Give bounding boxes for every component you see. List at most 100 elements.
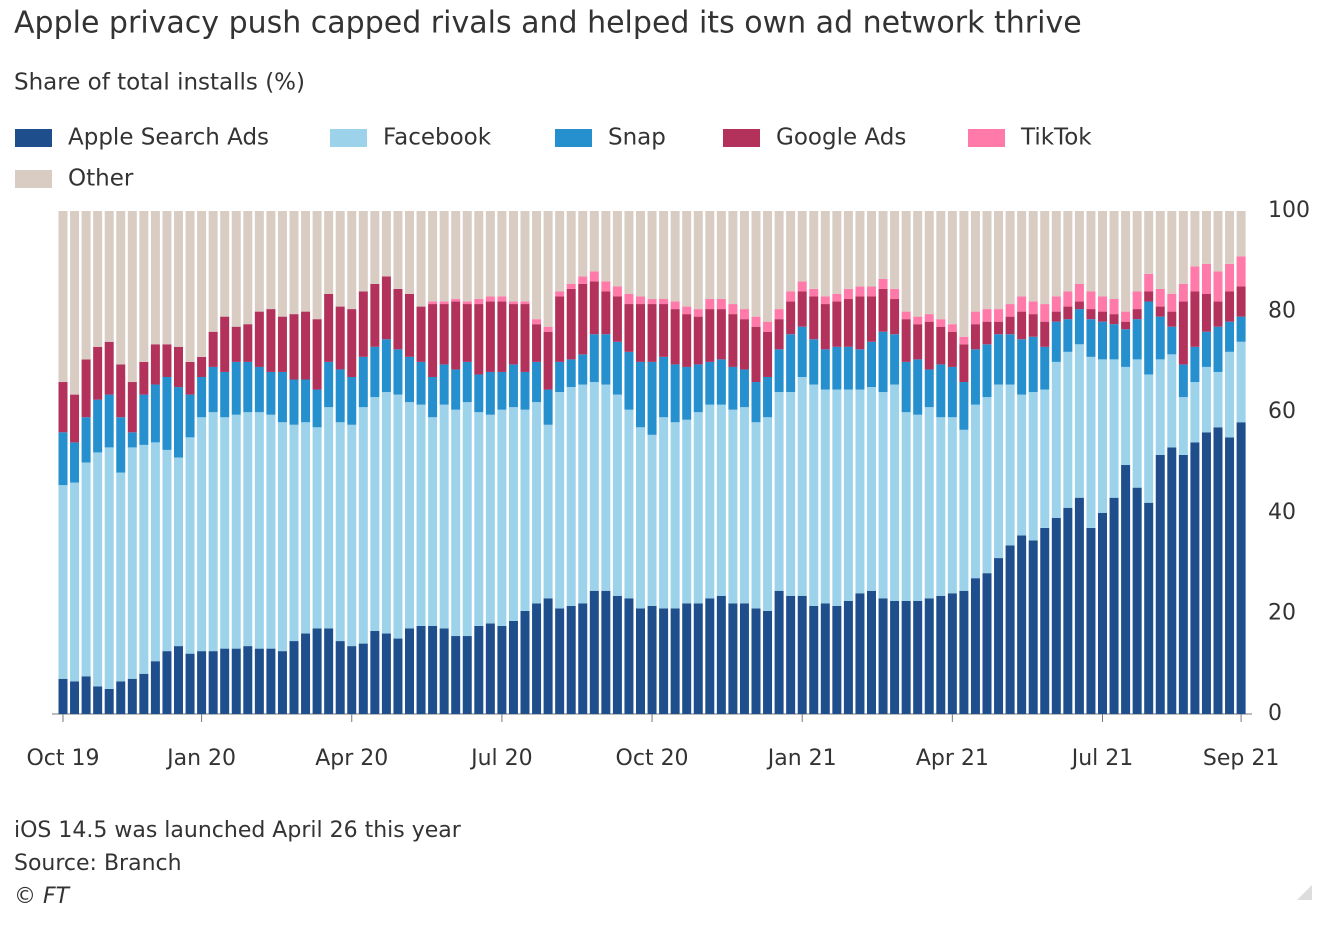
- corner-mark: [1297, 885, 1312, 900]
- bar-segment: [1132, 291, 1142, 310]
- bar-segment: [751, 326, 761, 383]
- bar-segment: [913, 324, 923, 360]
- bar-segment: [647, 299, 657, 305]
- bar-segment: [127, 678, 137, 714]
- bar-segment: [93, 346, 103, 400]
- bar-segment: [1005, 211, 1015, 305]
- bar-segment: [416, 211, 426, 307]
- bar-segment: [1086, 291, 1096, 310]
- bar-segment: [174, 387, 183, 458]
- bar-segment: [520, 371, 530, 410]
- bar-segment: [197, 211, 207, 357]
- x-tick-label: Oct 20: [616, 746, 689, 771]
- bar-segment: [416, 625, 426, 714]
- x-tick-label: Apr 21: [916, 746, 989, 771]
- bar-segment: [855, 349, 865, 390]
- bar-segment: [497, 211, 507, 297]
- bar-segment: [1155, 316, 1165, 360]
- legend-swatch: [15, 170, 52, 188]
- bar-segment: [982, 309, 992, 322]
- bar-segment: [231, 648, 241, 714]
- x-tick-label: Jan 21: [766, 746, 837, 771]
- bar-segment: [543, 598, 553, 714]
- x-tick-label: Jul 20: [469, 746, 533, 771]
- bar-segment: [208, 366, 218, 413]
- bar-segment: [763, 610, 773, 714]
- bar-segment: [416, 404, 426, 626]
- bar-segment: [566, 283, 576, 289]
- bar-segment: [705, 361, 715, 405]
- bar-segment: [277, 651, 287, 714]
- bar-segment: [439, 301, 449, 305]
- bar-segment: [1040, 211, 1050, 305]
- bar-segment: [659, 304, 669, 357]
- bar-segment: [393, 638, 403, 714]
- bar-segment: [104, 211, 114, 342]
- bar-segment: [994, 309, 1004, 322]
- bar-segment: [809, 605, 819, 714]
- bar-segment: [451, 301, 461, 370]
- bar-segment: [485, 371, 495, 415]
- bar-segment: [693, 309, 703, 317]
- bar-segment: [763, 331, 773, 377]
- bar-segment: [739, 211, 749, 310]
- bar-segment: [716, 404, 726, 596]
- bar-segment: [878, 278, 888, 289]
- bar-segment: [982, 321, 992, 345]
- bar-segment: [1225, 291, 1235, 322]
- bar-segment: [508, 364, 518, 408]
- bar-segment: [508, 304, 518, 365]
- bar-segment: [578, 283, 588, 355]
- bar-segment: [589, 211, 599, 272]
- bar-segment: [624, 598, 634, 714]
- bar-segment: [693, 316, 703, 365]
- bar-segment: [150, 211, 160, 345]
- bar-segment: [301, 311, 311, 380]
- bar-segment: [763, 321, 773, 332]
- bar-segment: [243, 646, 253, 714]
- bar-segment: [612, 595, 622, 714]
- bar-segment: [174, 211, 183, 347]
- bar-segment: [220, 417, 230, 649]
- bar-segment: [162, 344, 172, 377]
- bar-segment: [347, 309, 357, 377]
- bar-segment: [670, 211, 680, 302]
- bar-segment: [647, 211, 657, 300]
- bar-segment: [994, 211, 1004, 310]
- bar-segment: [924, 598, 934, 714]
- bar-segment: [462, 211, 472, 302]
- bar-segment: [393, 394, 403, 639]
- bar-segment: [936, 364, 946, 418]
- bar-segment: [890, 600, 900, 714]
- bar-segment: [959, 382, 969, 430]
- bar-segment: [843, 346, 853, 390]
- bar-segment: [947, 211, 957, 325]
- bar-segment: [763, 376, 773, 418]
- bar-segment: [682, 314, 692, 367]
- bar-segment: [728, 304, 738, 315]
- bar-segment: [1074, 211, 1084, 284]
- bar-segment: [543, 424, 553, 599]
- bar-segment: [1201, 432, 1211, 714]
- bar-segment: [532, 324, 542, 362]
- bar-segment: [162, 211, 172, 345]
- bar-segment: [150, 384, 160, 443]
- bar-segment: [1225, 211, 1235, 264]
- bar-segment: [520, 211, 530, 302]
- bar-segment: [1213, 371, 1223, 428]
- y-tick-label: 100: [1268, 198, 1310, 223]
- bar-segment: [647, 361, 657, 435]
- bar-segment: [405, 356, 414, 403]
- bar-segment: [520, 409, 530, 611]
- bar-segment: [728, 314, 738, 367]
- bar-segment: [266, 648, 276, 714]
- bar-segment: [58, 211, 68, 383]
- bar-segment: [659, 356, 669, 418]
- bar-segment: [93, 686, 103, 714]
- bar-segment: [301, 379, 311, 423]
- bar-segment: [786, 334, 796, 393]
- bar-segment: [1144, 211, 1154, 274]
- bar-segment: [913, 316, 923, 325]
- footnote: © FT: [14, 884, 71, 909]
- bar-segment: [682, 211, 692, 307]
